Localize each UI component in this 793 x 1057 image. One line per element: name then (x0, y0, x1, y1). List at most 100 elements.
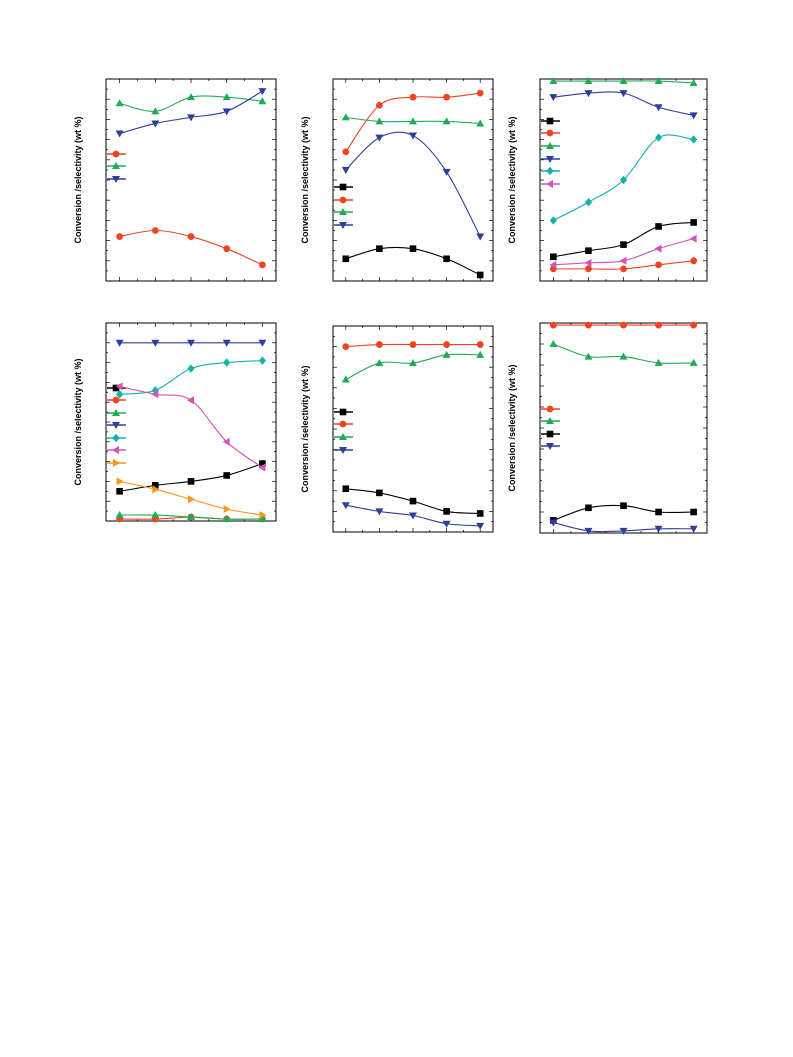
data-point-cyan (116, 390, 124, 399)
data-point-blue (341, 166, 350, 174)
data-point-black (409, 497, 417, 505)
data-point-magenta (222, 437, 230, 446)
data-point-orange (116, 477, 124, 486)
chart-panel-6: Conversion /selectivity (wt %) (507, 321, 708, 535)
data-point-blue (654, 525, 663, 533)
data-point-black (443, 255, 450, 263)
data-point-black (550, 253, 557, 261)
data-point-green (341, 113, 350, 121)
legend-marker-black (546, 430, 554, 438)
data-point-black (476, 271, 484, 279)
data-point-green (409, 117, 417, 125)
data-point-red (655, 321, 662, 329)
plot-frame (105, 78, 277, 282)
data-point-blue (258, 339, 267, 347)
data-point-cyan (223, 358, 231, 367)
data-point-green (258, 515, 267, 523)
data-point-black (585, 247, 592, 254)
data-point-blue (689, 112, 698, 120)
y-axis-label: Conversion /selectivity (wt %) (73, 116, 83, 243)
data-point-green (258, 97, 267, 105)
y-axis-label: Conversion /selectivity (wt %) (507, 116, 517, 243)
legend-marker-red (112, 396, 120, 404)
data-point-black (620, 502, 627, 509)
data-point-green (654, 77, 663, 85)
data-point-cyan (619, 175, 628, 185)
data-point-orange (152, 485, 160, 494)
data-point-cyan (187, 364, 195, 373)
series-line-green (345, 353, 481, 381)
data-point-red (443, 341, 450, 348)
legend-marker-blue (112, 176, 120, 183)
data-point-black (223, 472, 230, 479)
legend-marker-green (339, 433, 347, 440)
data-point-magenta (654, 244, 662, 253)
data-point-red (690, 257, 698, 265)
data-point-blue (476, 522, 485, 530)
data-point-blue (619, 527, 628, 535)
data-point-blue (187, 339, 195, 347)
chart-panel-2: Conversion /selectivity (wt %) (300, 78, 494, 282)
data-point-green (549, 340, 558, 347)
series-line-black (119, 463, 263, 492)
data-point-green (375, 359, 384, 367)
data-point-orange (259, 511, 267, 520)
legend-marker-black (339, 183, 347, 191)
legend-marker-green (546, 142, 554, 149)
data-point-black (376, 245, 383, 252)
data-point-green (689, 79, 698, 87)
legend-marker-black (112, 384, 120, 392)
data-point-black (620, 241, 627, 248)
legend-marker-blue (339, 222, 347, 229)
data-point-magenta (115, 382, 123, 391)
data-point-red (620, 265, 627, 273)
chart-panel-3: Conversion /selectivity (wt %) (507, 77, 708, 282)
data-point-blue (549, 94, 558, 102)
data-point-red (585, 321, 592, 329)
data-point-cyan (258, 356, 266, 365)
data-point-cyan (584, 198, 593, 207)
legend-marker-magenta (546, 180, 553, 188)
data-point-green (476, 350, 485, 358)
data-point-black (187, 478, 195, 485)
data-point-black (342, 485, 350, 493)
data-point-red (342, 148, 350, 156)
data-point-red (655, 261, 662, 269)
data-point-blue (375, 134, 384, 142)
data-point-green (151, 107, 160, 115)
data-point-magenta (258, 463, 266, 472)
data-point-green (689, 358, 698, 366)
data-point-blue (619, 90, 628, 98)
data-point-black (476, 510, 484, 517)
data-point-blue (115, 339, 124, 347)
data-point-red (151, 227, 159, 234)
data-point-red (476, 89, 484, 97)
data-point-black (409, 245, 417, 252)
data-point-black (152, 482, 159, 489)
legend-marker-red (339, 420, 347, 428)
data-point-blue (222, 339, 231, 347)
data-point-red (620, 321, 627, 329)
data-point-red (116, 233, 123, 240)
data-point-red (476, 341, 484, 348)
legend-marker-green (546, 417, 554, 424)
legend-marker-blue (339, 447, 347, 454)
data-point-red (259, 261, 266, 269)
data-point-red (690, 321, 698, 329)
legend-marker-black (339, 408, 347, 416)
data-point-green (549, 77, 558, 85)
data-point-cyan (690, 135, 698, 144)
data-point-red (376, 101, 383, 109)
data-point-blue (549, 519, 558, 527)
data-point-blue (689, 525, 698, 533)
data-point-green (619, 77, 628, 85)
legend-marker-cyan (546, 166, 554, 176)
legend-marker-magenta (112, 446, 119, 454)
data-point-cyan (549, 216, 557, 225)
data-point-red (187, 233, 195, 240)
legend-marker-orange (113, 459, 120, 467)
data-point-green (187, 93, 195, 101)
data-point-black (342, 255, 350, 263)
y-axis-label: Conversion /selectivity (wt %) (300, 116, 310, 243)
